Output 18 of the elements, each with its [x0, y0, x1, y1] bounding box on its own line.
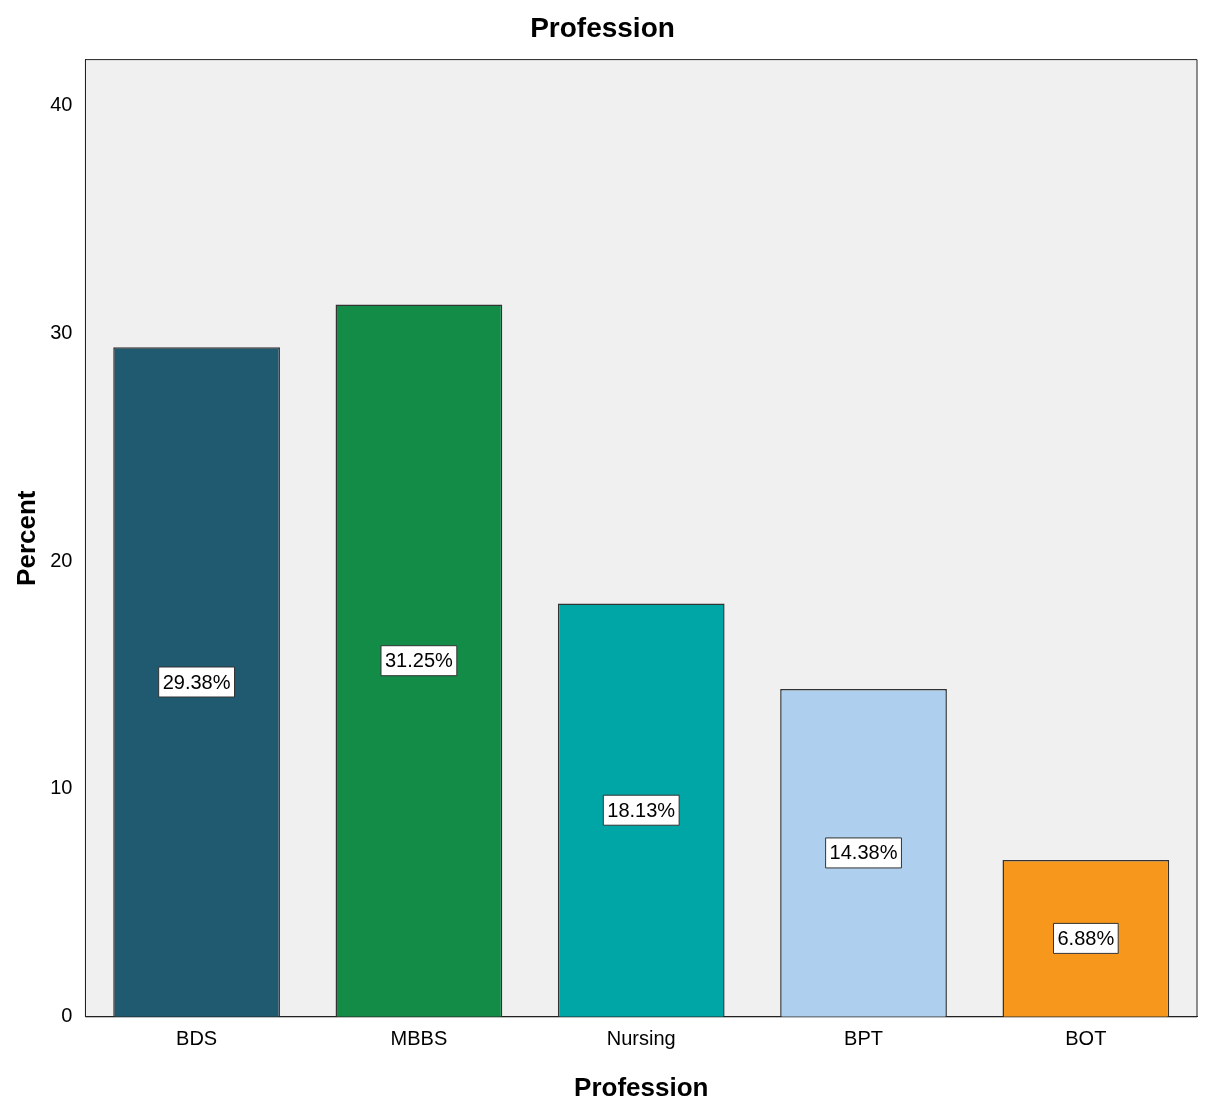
x-axis-title: Profession: [574, 1071, 709, 1102]
chart-title: Profession: [530, 11, 675, 43]
y-tick-label: 30: [50, 320, 73, 343]
data-label: 6.88%: [1057, 926, 1115, 949]
y-axis-title: Percent: [10, 490, 41, 586]
x-tick-label: Nursing: [606, 1027, 676, 1050]
x-tick-label: BDS: [176, 1027, 218, 1050]
x-tick-label: BPT: [844, 1027, 883, 1050]
data-label: 18.13%: [607, 798, 676, 821]
y-tick-label: 0: [61, 1004, 73, 1027]
y-tick-label: 10: [50, 776, 73, 799]
data-label: 14.38%: [829, 841, 898, 864]
data-label: 31.25%: [384, 649, 454, 672]
x-tick-label: MBBS: [390, 1027, 448, 1050]
x-tick-label: BOT: [1065, 1027, 1107, 1050]
y-tick-label: 20: [50, 548, 73, 571]
data-label: 29.38%: [162, 670, 231, 693]
y-tick-label: 40: [50, 92, 73, 115]
